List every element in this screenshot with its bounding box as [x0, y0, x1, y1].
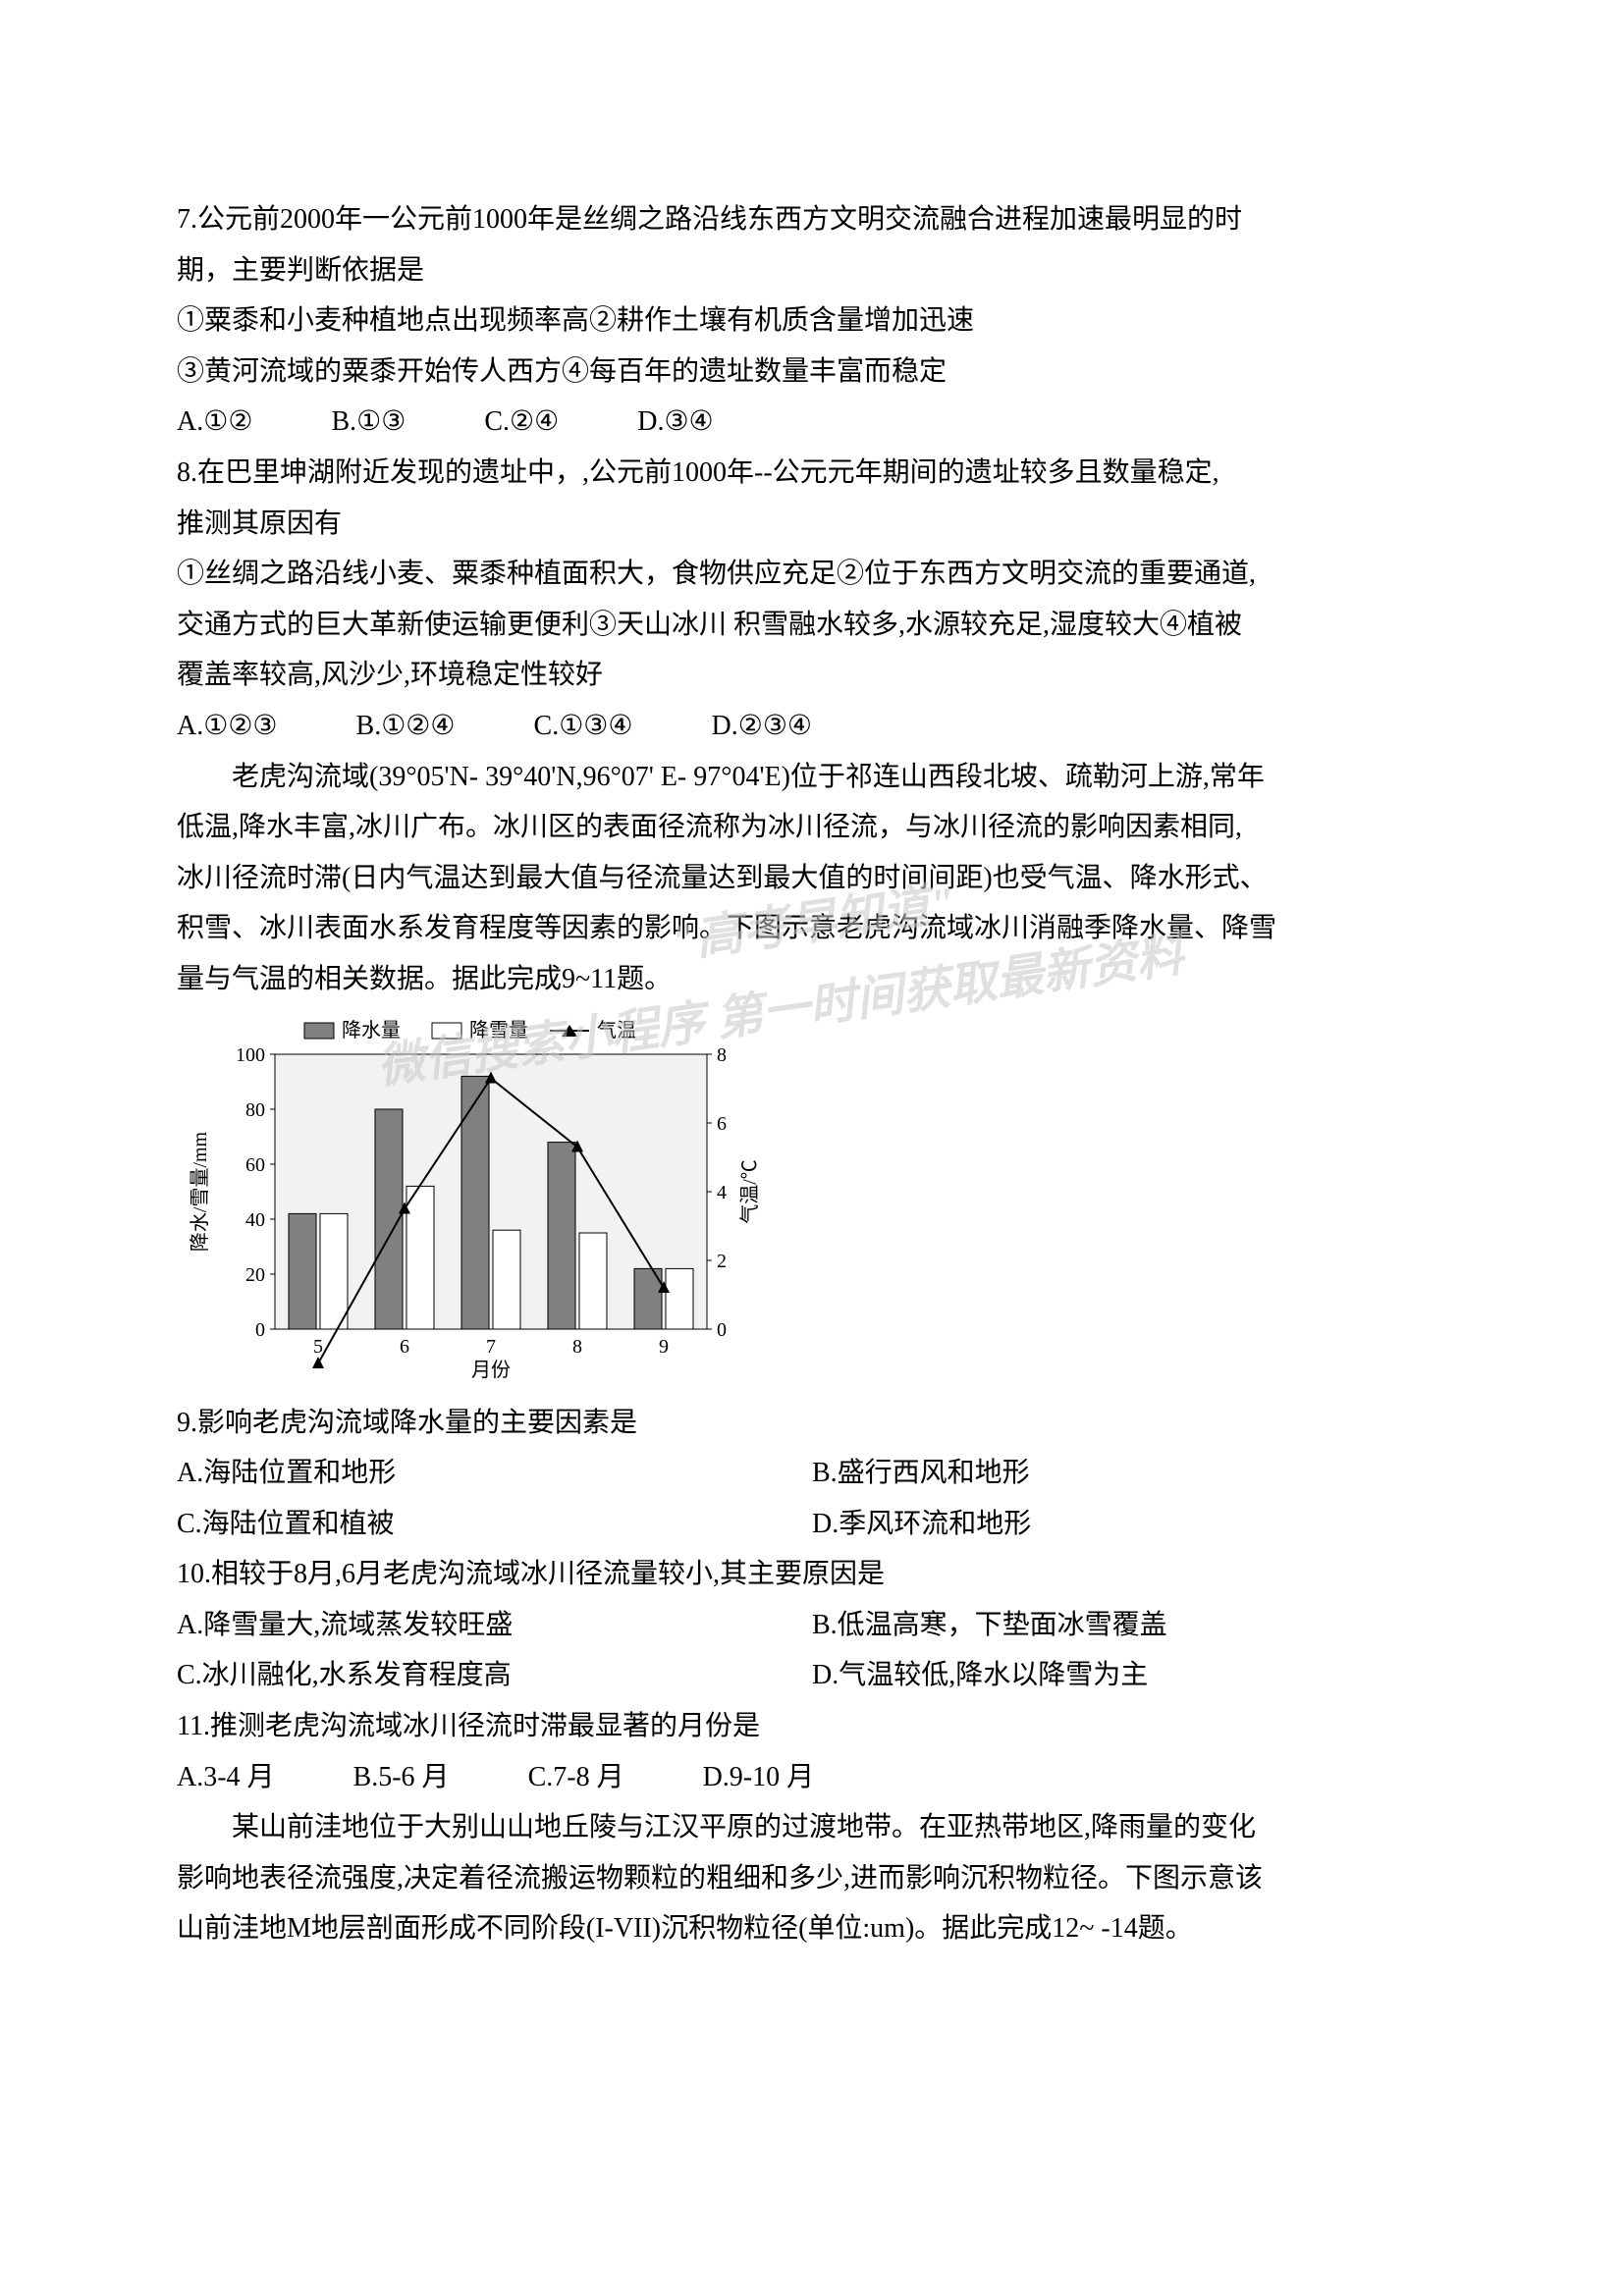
q8-options: A.①②③ B.①②④ C.①③④ D.②③④: [177, 703, 1447, 750]
q7-option-a: A.①②: [177, 399, 252, 446]
chart-svg: 0 20 40 60 80 100 0 2 4 6 8 降水/雪量/mm 气温/℃ 5 6 7 8 9 月份 降水量 降…: [177, 1015, 785, 1388]
q10-options-row1: A.降雪量大,流域蒸发较旺盛 B.低温高寒，下垫面冰雪覆盖: [177, 1602, 1447, 1649]
q9-stem: 9.影响老虎沟流域降水量的主要因素是: [177, 1400, 1447, 1447]
q9-options-row2: C.海陆位置和植被 D.季风环流和地形: [177, 1501, 1447, 1548]
q9-option-c: C.海陆位置和植被: [177, 1501, 812, 1548]
q10-stem: 10.相较于8月,6月老虎沟流域冰川径流量较小,其主要原因是: [177, 1551, 1447, 1598]
svg-text:6: 6: [717, 1113, 727, 1135]
q10-option-b: B.低温高寒，下垫面冰雪覆盖: [812, 1602, 1447, 1649]
passage2-line1: 某山前洼地位于大别山山地丘陵与江汉平原的过渡地带。在亚热带地区,降雨量的变化: [177, 1804, 1447, 1851]
svg-text:40: 40: [245, 1209, 265, 1231]
q8-option-c: C.①③④: [534, 703, 633, 750]
svg-text:20: 20: [245, 1264, 265, 1286]
q8-stem-line1: 8.在巴里坤湖附近发现的遗址中，,公元前1000年--公元元年期间的遗址较多且数…: [177, 450, 1447, 497]
passage2-line2: 影响地表径流强度,决定着径流搬运物颗粒的粗细和多少,进而影响沉积物粒径。下图示意…: [177, 1855, 1447, 1902]
q9-option-a: A.海陆位置和地形: [177, 1450, 812, 1497]
q10-option-a: A.降雪量大,流域蒸发较旺盛: [177, 1602, 812, 1649]
q9-option-d: D.季风环流和地形: [812, 1501, 1447, 1548]
q8-statement1: ①丝绸之路沿线小麦、粟黍种植面积大，食物供应充足②位于东西方文明交流的重要通道,: [177, 551, 1447, 598]
q11-option-d: D.9-10 月: [703, 1754, 815, 1801]
q10-options-row2: C.冰川融化,水系发育程度高 D.气温较低,降水以降雪为主: [177, 1652, 1447, 1699]
svg-text:60: 60: [245, 1154, 265, 1176]
q7-statement1: ①粟黍和小麦种植地点出现频率高②耕作土壤有机质含量增加迅速: [177, 297, 1447, 345]
q10-option-d: D.气温较低,降水以降雪为主: [812, 1652, 1447, 1699]
q7-stem-line2: 期，主要判断依据是: [177, 247, 1447, 294]
svg-text:0: 0: [717, 1319, 727, 1341]
svg-text:7: 7: [486, 1336, 496, 1358]
q8-option-d: D.②③④: [712, 703, 813, 750]
passage2-line3: 山前洼地M地层剖面形成不同阶段(I-VII)沉积物粒径(单位:um)。据此完成1…: [177, 1905, 1447, 1952]
q8-stem-line2: 推测其原因有: [177, 501, 1447, 548]
svg-text:8: 8: [717, 1044, 727, 1066]
q11-options: A.3-4 月 B.5-6 月 C.7-8 月 D.9-10 月: [177, 1754, 1447, 1801]
passage1-line5: 量与气温的相关数据。据此完成9~11题。: [177, 956, 1447, 1003]
q9-options-row1: A.海陆位置和地形 B.盛行西风和地形: [177, 1450, 1447, 1497]
svg-text:气温/℃: 气温/℃: [738, 1159, 761, 1224]
svg-text:8: 8: [572, 1336, 582, 1358]
svg-text:100: 100: [236, 1044, 265, 1066]
passage1-line4: 积雪、冰川表面水系发育程度等因素的影响。下图示意老虎沟流域冰川消融季降水量、降雪: [177, 905, 1447, 952]
svg-text:80: 80: [245, 1099, 265, 1121]
q7-stem-line1: 7.公元前2000年一公元前1000年是丝绸之路沿线东西方文明交流融合进程加速最…: [177, 196, 1447, 243]
q7-statement2: ③黄河流域的粟黍开始传人西方④每百年的遗址数量丰富而稳定: [177, 348, 1447, 396]
q7-option-d: D.③④: [637, 399, 713, 446]
passage1-line1: 老虎沟流域(39°05'N- 39°40'N,96°07' E- 97°04'E…: [177, 754, 1447, 801]
svg-text:降雪量: 降雪量: [469, 1019, 528, 1041]
q11-option-a: A.3-4 月: [177, 1754, 275, 1801]
svg-text:气温: 气温: [597, 1019, 636, 1041]
q8-option-a: A.①②③: [177, 703, 278, 750]
passage1-line3: 冰川径流时滞(日内气温达到最大值与径流量达到最大值的时间间距)也受气温、降水形式…: [177, 855, 1447, 902]
q8-option-b: B.①②④: [356, 703, 456, 750]
svg-text:降水/雪量/mm: 降水/雪量/mm: [189, 1131, 211, 1252]
q8-statement3: 覆盖率较高,风沙少,环境稳定性较好: [177, 652, 1447, 699]
svg-text:5: 5: [313, 1336, 323, 1358]
svg-text:9: 9: [659, 1336, 669, 1358]
q11-option-c: C.7-8 月: [528, 1754, 624, 1801]
svg-text:0: 0: [255, 1319, 265, 1341]
q10-option-c: C.冰川融化,水系发育程度高: [177, 1652, 812, 1699]
q11-stem: 11.推测老虎沟流域冰川径流时滞最显著的月份是: [177, 1703, 1447, 1750]
svg-text:2: 2: [717, 1251, 727, 1272]
q11-option-b: B.5-6 月: [353, 1754, 450, 1801]
document-content: 7.公元前2000年一公元前1000年是丝绸之路沿线东西方文明交流融合进程加速最…: [177, 196, 1447, 1952]
svg-text:月份: 月份: [471, 1359, 511, 1381]
passage1-line2: 低温,降水丰富,冰川广布。冰川区的表面径流称为冰川径流，与冰川径流的影响因素相同…: [177, 804, 1447, 851]
q8-statement2: 交通方式的巨大革新使运输更便利③天山冰川 积雪融水较多,水源较充足,湿度较大④植…: [177, 602, 1447, 649]
svg-text:6: 6: [400, 1336, 409, 1358]
q9-option-b: B.盛行西风和地形: [812, 1450, 1447, 1497]
q7-options: A.①② B.①③ C.②④ D.③④: [177, 399, 1447, 446]
q7-option-c: C.②④: [484, 399, 559, 446]
svg-text:4: 4: [717, 1182, 727, 1203]
q7-option-b: B.①③: [331, 399, 406, 446]
climate-chart: 0 20 40 60 80 100 0 2 4 6 8 降水/雪量/mm 气温/℃ 5 6 7 8 9 月份 降水量 降…: [177, 1015, 785, 1388]
svg-text:降水量: 降水量: [342, 1019, 401, 1041]
